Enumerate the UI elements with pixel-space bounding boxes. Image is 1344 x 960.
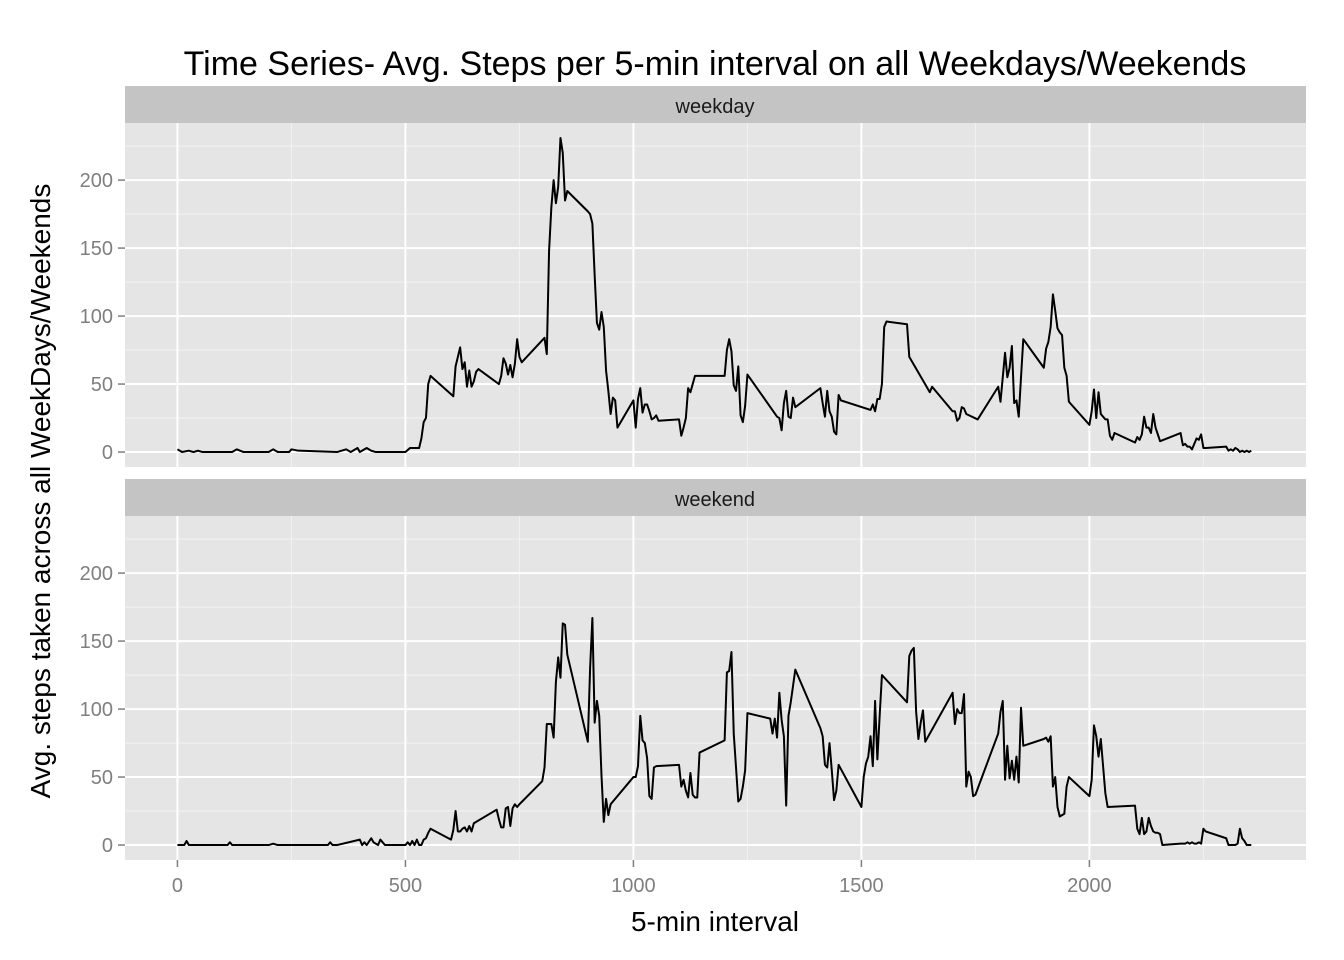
x-tick-label: 500: [389, 875, 422, 897]
panel-background-weekday: [125, 123, 1306, 467]
x-tick-label: 2000: [1067, 875, 1112, 897]
y-tick-label: 100: [80, 699, 113, 721]
x-tick-label: 1000: [611, 875, 656, 897]
panel-background-weekend: [125, 516, 1306, 860]
y-tick-label: 100: [80, 306, 113, 328]
strip-weekend: [125, 479, 1306, 516]
x-axis-ticks: 0 500 1000 1500 2000: [172, 860, 1112, 897]
y-tick-label: 200: [80, 563, 113, 585]
y-axis-ticks-weekend: 0 50 100 150 200: [80, 563, 125, 857]
x-tick-label: 1500: [839, 875, 884, 897]
panel-weekend: weekend 0 50 100 150 200: [80, 479, 1306, 860]
chart-title: Time Series- Avg. Steps per 5-min interv…: [184, 45, 1247, 83]
y-axis-title: Avg. steps taken across all WeekDays/Wee…: [25, 184, 56, 799]
y-tick-label: 150: [80, 631, 113, 653]
x-tick-label: 0: [172, 875, 183, 897]
x-axis-title: 5-min interval: [631, 906, 799, 937]
y-tick-label: 150: [80, 238, 113, 260]
y-tick-label: 0: [102, 442, 113, 464]
y-tick-label: 200: [80, 170, 113, 192]
strip-label-weekend: weekend: [674, 489, 755, 511]
series-line-weekday: [176, 136, 1252, 454]
y-tick-label: 50: [91, 767, 113, 789]
series-line-weekend: [177, 616, 1252, 847]
panel-weekday: weekday 0 50 100 150 200: [80, 86, 1306, 467]
strip-weekday: [125, 86, 1306, 123]
strip-label-weekday: weekday: [675, 96, 755, 118]
y-tick-label: 50: [91, 374, 113, 396]
grid-weekday: [125, 123, 1306, 467]
y-tick-label: 0: [102, 835, 113, 857]
y-axis-ticks-weekday: 0 50 100 150 200: [80, 170, 125, 464]
